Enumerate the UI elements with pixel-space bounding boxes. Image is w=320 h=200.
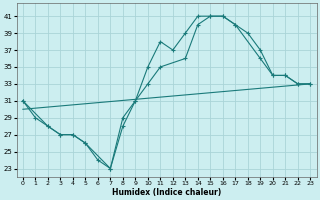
- X-axis label: Humidex (Indice chaleur): Humidex (Indice chaleur): [112, 188, 221, 197]
